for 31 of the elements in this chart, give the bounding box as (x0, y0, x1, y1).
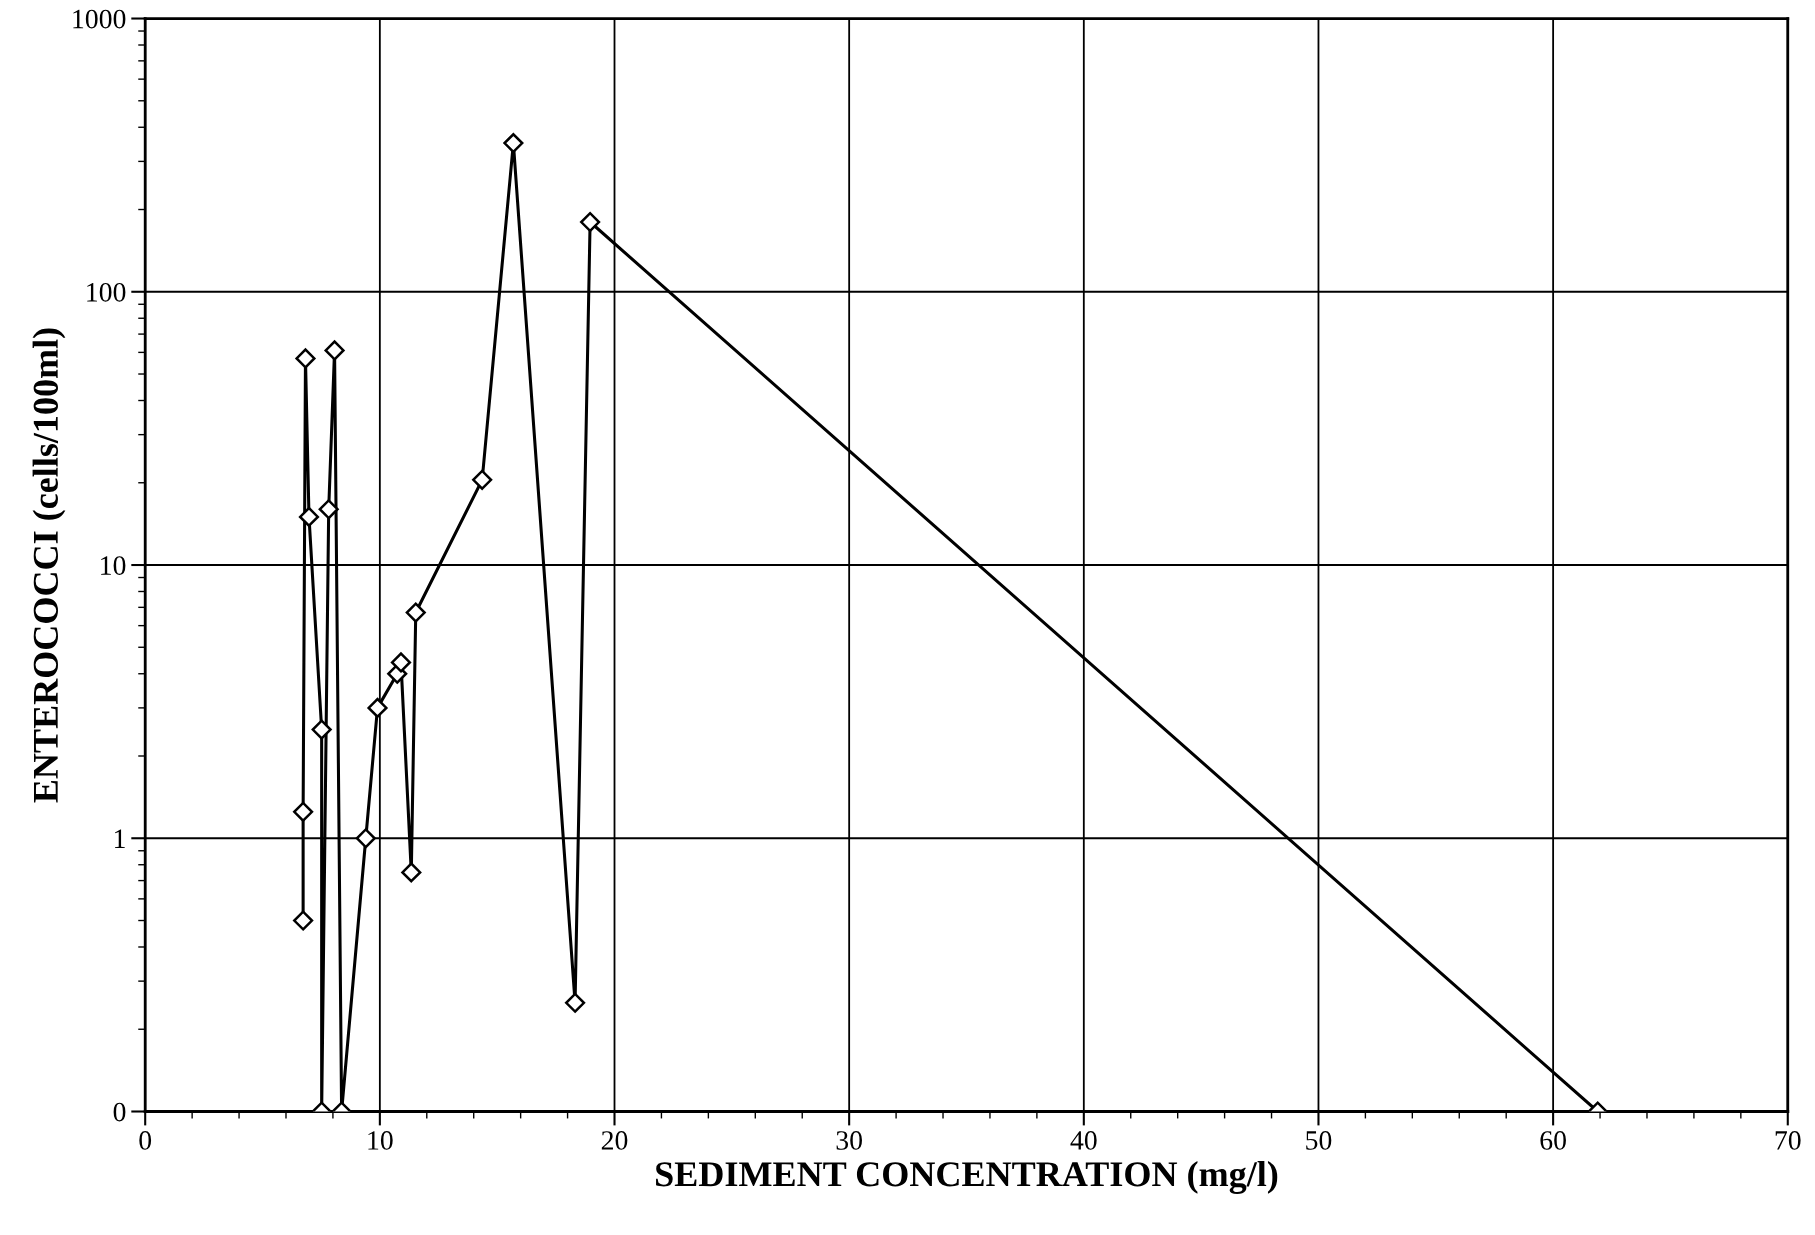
point (472, 469, 493, 490)
point (367, 697, 388, 718)
y-tick-label: 0 (113, 1102, 126, 1122)
point (298, 506, 320, 527)
y-tick-label: 10 (101, 556, 126, 575)
x-tick-label: 50 (1306, 1131, 1332, 1150)
y-tick-label: 100 (87, 282, 126, 302)
point (324, 340, 345, 361)
x-tick-label: 0 (139, 1131, 152, 1150)
y-axis-title: ENTEROCOCCI (cells/100ml) (32, 328, 66, 803)
point (503, 133, 524, 154)
point (318, 499, 339, 520)
x-tick-label: 30 (836, 1131, 862, 1150)
point (580, 211, 601, 233)
y-tick-label: 1000 (73, 9, 126, 29)
x-tick-label: 60 (1540, 1131, 1566, 1150)
point (293, 801, 314, 822)
y-tick-label: 1 (115, 829, 125, 848)
x-tick-label: 70 (1775, 1131, 1801, 1150)
x-tick-label: 10 (368, 1131, 393, 1150)
point (401, 862, 422, 883)
point (390, 652, 412, 673)
point (565, 992, 586, 1013)
x-tick-label: 40 (1070, 1131, 1097, 1150)
point (293, 910, 314, 931)
x-tick-label: 20 (601, 1131, 628, 1150)
point (405, 602, 426, 623)
point (355, 828, 376, 849)
point (295, 348, 316, 369)
point (311, 719, 332, 740)
x-axis-title: SEDIMENT CONCENTRATION (mg/l) (656, 1161, 1278, 1195)
